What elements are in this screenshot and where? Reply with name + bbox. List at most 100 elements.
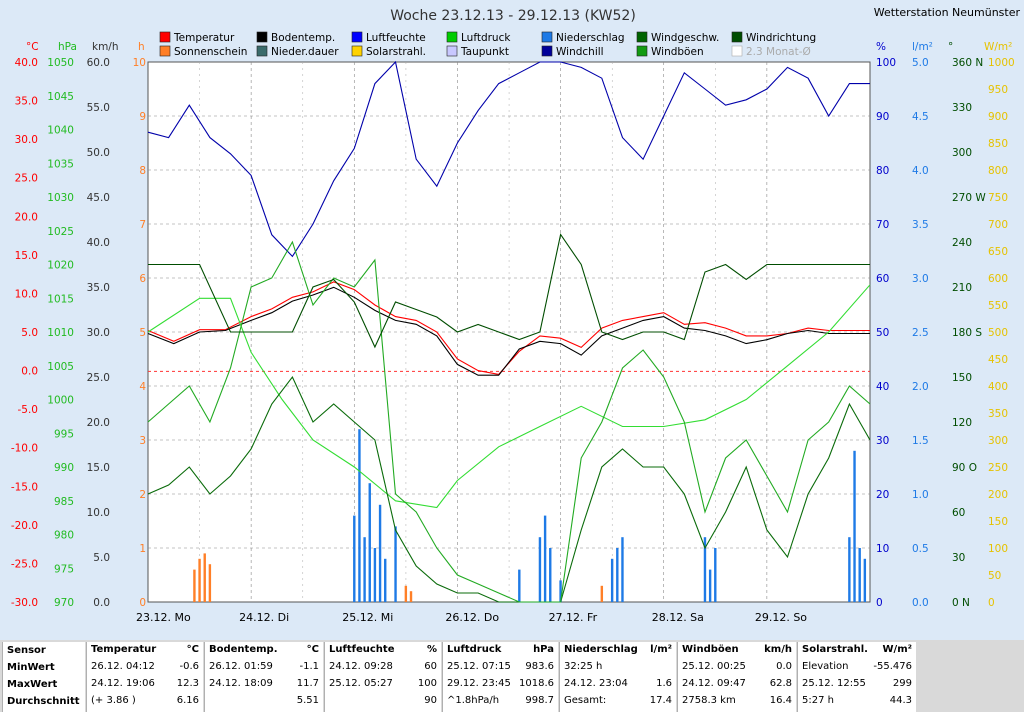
stats-cell: Elevation -55.476	[798, 658, 916, 675]
axis-tick-temp: 15.0	[15, 250, 38, 262]
legend-label: Taupunkt	[460, 46, 509, 58]
stats-cell: 24.12. 18:09 11.7	[205, 675, 323, 692]
axis-unit-rain: l/m²	[912, 41, 933, 53]
row-label: MinWert	[7, 662, 55, 673]
axis-tick-temp: 10.0	[15, 288, 38, 300]
axis-tick-temp: 40.0	[15, 57, 38, 69]
axis-tick-press: 995	[54, 428, 74, 440]
axis-tick-rain: 5.0	[912, 57, 929, 69]
stats-cell: 26.12. 01:59 -1.1	[205, 658, 323, 675]
stats-cell: 24.12. 09:28 60	[325, 658, 441, 675]
axis-tick-rain: 0.5	[912, 543, 929, 555]
bar-niederschlag	[538, 537, 542, 602]
stats-cell-label: 24.12. 19:06	[91, 678, 155, 689]
axis-tick-press: 1005	[47, 361, 74, 373]
axis-tick-rain: 3.0	[912, 273, 929, 285]
axis-tick-press: 990	[54, 462, 74, 474]
bar-niederschlag	[714, 548, 717, 602]
bar-niederschlag	[559, 580, 562, 602]
col-header: Solarstrahl. W/m²	[798, 642, 916, 658]
bar-sonnenschein	[409, 591, 413, 602]
axis-tick-rain: 4.5	[912, 111, 929, 123]
legend-swatch	[351, 45, 363, 57]
axis-tick-wind: 15.0	[87, 462, 110, 474]
bar-niederschlag	[378, 504, 382, 602]
axis-tick-rain: 3.5	[912, 219, 929, 231]
col-header: Bodentemp. °C	[205, 642, 323, 658]
bar-sonnenschein	[600, 585, 604, 602]
row-label: Durchschnitt	[7, 696, 80, 707]
weather-chart: Woche 23.12.13 - 29.12.13 (KW52) Wetters…	[10, 6, 1021, 624]
axis-tick-solar: 300	[988, 435, 1008, 447]
axis-tick-hum: 40	[876, 381, 889, 393]
stats-cell-label: (+ 3.86 )	[91, 695, 136, 706]
stats-cell-label: 25.12. 00:25	[682, 661, 746, 672]
axis-tick-dir: 0 N	[952, 597, 970, 609]
axis-tick-wind: 60.0	[87, 57, 110, 69]
bar-niederschlag	[368, 483, 371, 602]
axis-tick-temp: -30.0	[11, 597, 38, 609]
bar-niederschlag	[363, 537, 366, 602]
bar-sonnenschein	[193, 569, 196, 602]
legend-swatch	[446, 45, 458, 57]
col-header-unit: %	[426, 644, 437, 655]
bar-niederschlag	[543, 515, 547, 602]
bar-niederschlag	[384, 558, 387, 602]
series-line-windrichtung	[148, 233, 870, 349]
legend-swatch	[636, 45, 648, 57]
axis-tick-rain: 1.5	[912, 435, 929, 447]
axis-tick-dir: 30	[952, 552, 965, 564]
col-header: Niederschlag l/m²	[560, 642, 676, 658]
axis-tick-press: 1025	[47, 226, 74, 238]
axis-tick-wind: 55.0	[87, 102, 110, 114]
stats-cell-value: 44.3	[889, 695, 912, 706]
grid	[148, 62, 870, 602]
stats-cell: 25.12. 12:55 299	[798, 675, 916, 692]
axis-tick-wind: 40.0	[87, 237, 110, 249]
axis-tick-solar: 600	[988, 273, 1008, 285]
axis-tick-press: 1050	[47, 57, 74, 69]
axis-tick-sun: 10	[133, 57, 146, 69]
bar-sonnenschein	[404, 585, 408, 602]
legend-label: 2.3 Monat-Ø	[746, 46, 811, 58]
axis-tick-solar: 550	[988, 300, 1008, 312]
axis-tick-press: 980	[54, 530, 74, 542]
axis-tick-solar: 100	[988, 543, 1008, 555]
axis-tick-press: 1010	[47, 327, 74, 339]
legend-label: Sonnenschein	[174, 46, 247, 58]
axis-tick-dir: 150	[952, 372, 972, 384]
stats-cell-label: 26.12. 04:12	[91, 661, 155, 672]
legend-swatch	[541, 31, 553, 43]
axis-tick-dir: 120	[952, 417, 972, 429]
stats-cell-label: Elevation	[802, 661, 849, 672]
col-header-unit: °C	[306, 644, 319, 655]
x-tick-label: 23.12. Mo	[136, 611, 191, 624]
axis-tick-temp: 35.0	[15, 96, 38, 108]
axis-tick-solar: 650	[988, 246, 1008, 258]
stats-cell-label: 25.12. 05:27	[329, 678, 393, 689]
legend-swatch	[159, 45, 171, 57]
axes: 40.035.030.025.020.015.010.05.00.0-5.0-1…	[11, 41, 1015, 609]
legend-swatch	[256, 45, 268, 57]
axis-tick-solar: 800	[988, 165, 1008, 177]
axis-tick-wind: 5.0	[93, 552, 110, 564]
axis-tick-solar: 250	[988, 462, 1008, 474]
legend-label: Windchill	[556, 46, 604, 58]
axis-tick-sun: 2	[139, 489, 146, 501]
axis-tick-temp: 25.0	[15, 173, 38, 185]
row-label: Sensor	[7, 645, 46, 656]
stats-cell: 5.51	[205, 692, 323, 709]
legend-swatch	[159, 31, 171, 43]
col-header-unit: hPa	[533, 644, 554, 655]
x-tick-label: 24.12. Di	[239, 611, 289, 624]
axis-tick-sun: 7	[139, 219, 146, 231]
axis-tick-solar: 400	[988, 381, 1008, 393]
stats-cell-label: 26.12. 01:59	[209, 661, 273, 672]
stats-col-bodentemp: Bodentemp. °C 26.12. 01:59 -1.1 24.12. 18:09…	[204, 642, 323, 712]
bar-niederschlag	[863, 558, 867, 602]
stats-cell-value: 17.4	[649, 695, 672, 706]
row-labels-col: Sensor MinWert MaxWert Durchschnitt	[2, 642, 85, 712]
axis-tick-wind: 20.0	[87, 417, 110, 429]
legend-label: Temperatur	[173, 32, 235, 44]
stats-cell-value: 11.7	[296, 678, 319, 689]
